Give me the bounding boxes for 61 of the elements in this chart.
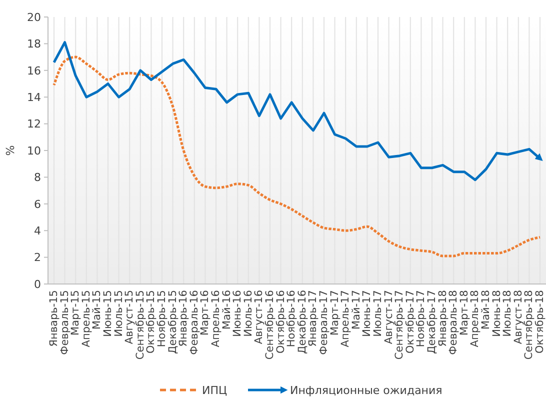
x-tick-label: Июль-15 (112, 290, 125, 337)
y-tick-label: 18 (27, 38, 41, 51)
x-tick-label: Февраль-17 (318, 290, 330, 355)
x-tick-label: Апрель-16 (210, 290, 222, 348)
x-tick-label: Март-18 (458, 290, 470, 336)
x-tick-label: Июнь-18 (490, 290, 503, 337)
y-tick-label: 8 (34, 171, 41, 184)
x-tick-label: Февраль-15 (58, 290, 71, 355)
x-tick-label: Июнь-17 (361, 290, 374, 337)
x-tick-label: Апрель-15 (80, 290, 92, 348)
x-tick-label: Январь-16 (178, 290, 190, 347)
x-tick-label: Ноябрь-15 (156, 290, 168, 348)
x-tick-label: Июнь-16 (232, 290, 244, 337)
x-tick-label: Февраль-18 (448, 290, 460, 355)
x-tick-label: Январь-15 (48, 290, 60, 347)
y-tick-label: 2 (34, 251, 41, 264)
x-tick-label: Март-15 (70, 290, 82, 336)
y-axis-title: % (4, 145, 17, 156)
x-tick-label: Июль-16 (242, 290, 254, 337)
x-tick-label: Июль-18 (502, 290, 514, 337)
x-tick-label: Октябрь-15 (145, 290, 158, 354)
y-tick-label: 4 (34, 224, 41, 238)
x-tick-label: Январь-17 (307, 290, 320, 347)
x-tick-label: Август-16 (253, 290, 266, 344)
x-tick-label: Сентябрь-18 (523, 290, 536, 360)
x-tick-label: Июнь-15 (102, 290, 114, 337)
y-tick-label: 14 (27, 90, 41, 104)
x-tick-label: Май-17 (350, 290, 362, 330)
x-tick-label: Октябрь-17 (404, 290, 416, 354)
x-tick-label: Август-15 (124, 290, 136, 344)
x-tick-label: Май-18 (480, 290, 492, 330)
x-tick-label: Апрель-18 (469, 290, 482, 348)
legend-label: Инфляционные ожидания (290, 384, 442, 397)
x-tick-label: Апрель-17 (340, 290, 352, 348)
x-tick-label: Сентябрь-15 (134, 290, 146, 360)
x-tick-label: Сентябрь-16 (264, 290, 276, 360)
x-tick-label: Декабрь-17 (426, 290, 438, 354)
x-tick-label: Сентябрь-17 (394, 290, 406, 360)
line-series (52, 56, 542, 258)
y-tick-label: 10 (27, 144, 41, 158)
x-tick-label: Октябрь-18 (534, 290, 546, 354)
y-tick-label: 20 (27, 10, 41, 24)
x-tick-label: Январь-18 (436, 290, 449, 347)
x-tick-label: Декабрь-15 (166, 290, 179, 354)
y-tick-label: 16 (27, 64, 41, 78)
x-tick-label: Август-18 (512, 290, 524, 344)
x-tick-label: Май-15 (91, 290, 104, 330)
y-tick-label: 6 (34, 198, 41, 211)
x-tick-label: Февраль-16 (188, 290, 200, 355)
x-tick-label: Октябрь-16 (274, 290, 287, 354)
legend-label: ИПЦ (202, 384, 228, 397)
x-tick-label: Ноябрь-16 (286, 290, 298, 348)
x-tick-label: Март-16 (199, 290, 212, 336)
x-tick-label: Июль-17 (372, 290, 384, 337)
x-tick-label: Август-17 (382, 290, 395, 344)
y-tick-label: 12 (27, 118, 41, 131)
x-tick-label: Май-16 (220, 290, 233, 330)
x-tick-label: Ноябрь-17 (415, 290, 428, 348)
x-tick-label: Декабрь-16 (296, 290, 308, 354)
y-tick-label: 0 (34, 278, 41, 291)
x-tick-label: Март-17 (328, 290, 341, 336)
